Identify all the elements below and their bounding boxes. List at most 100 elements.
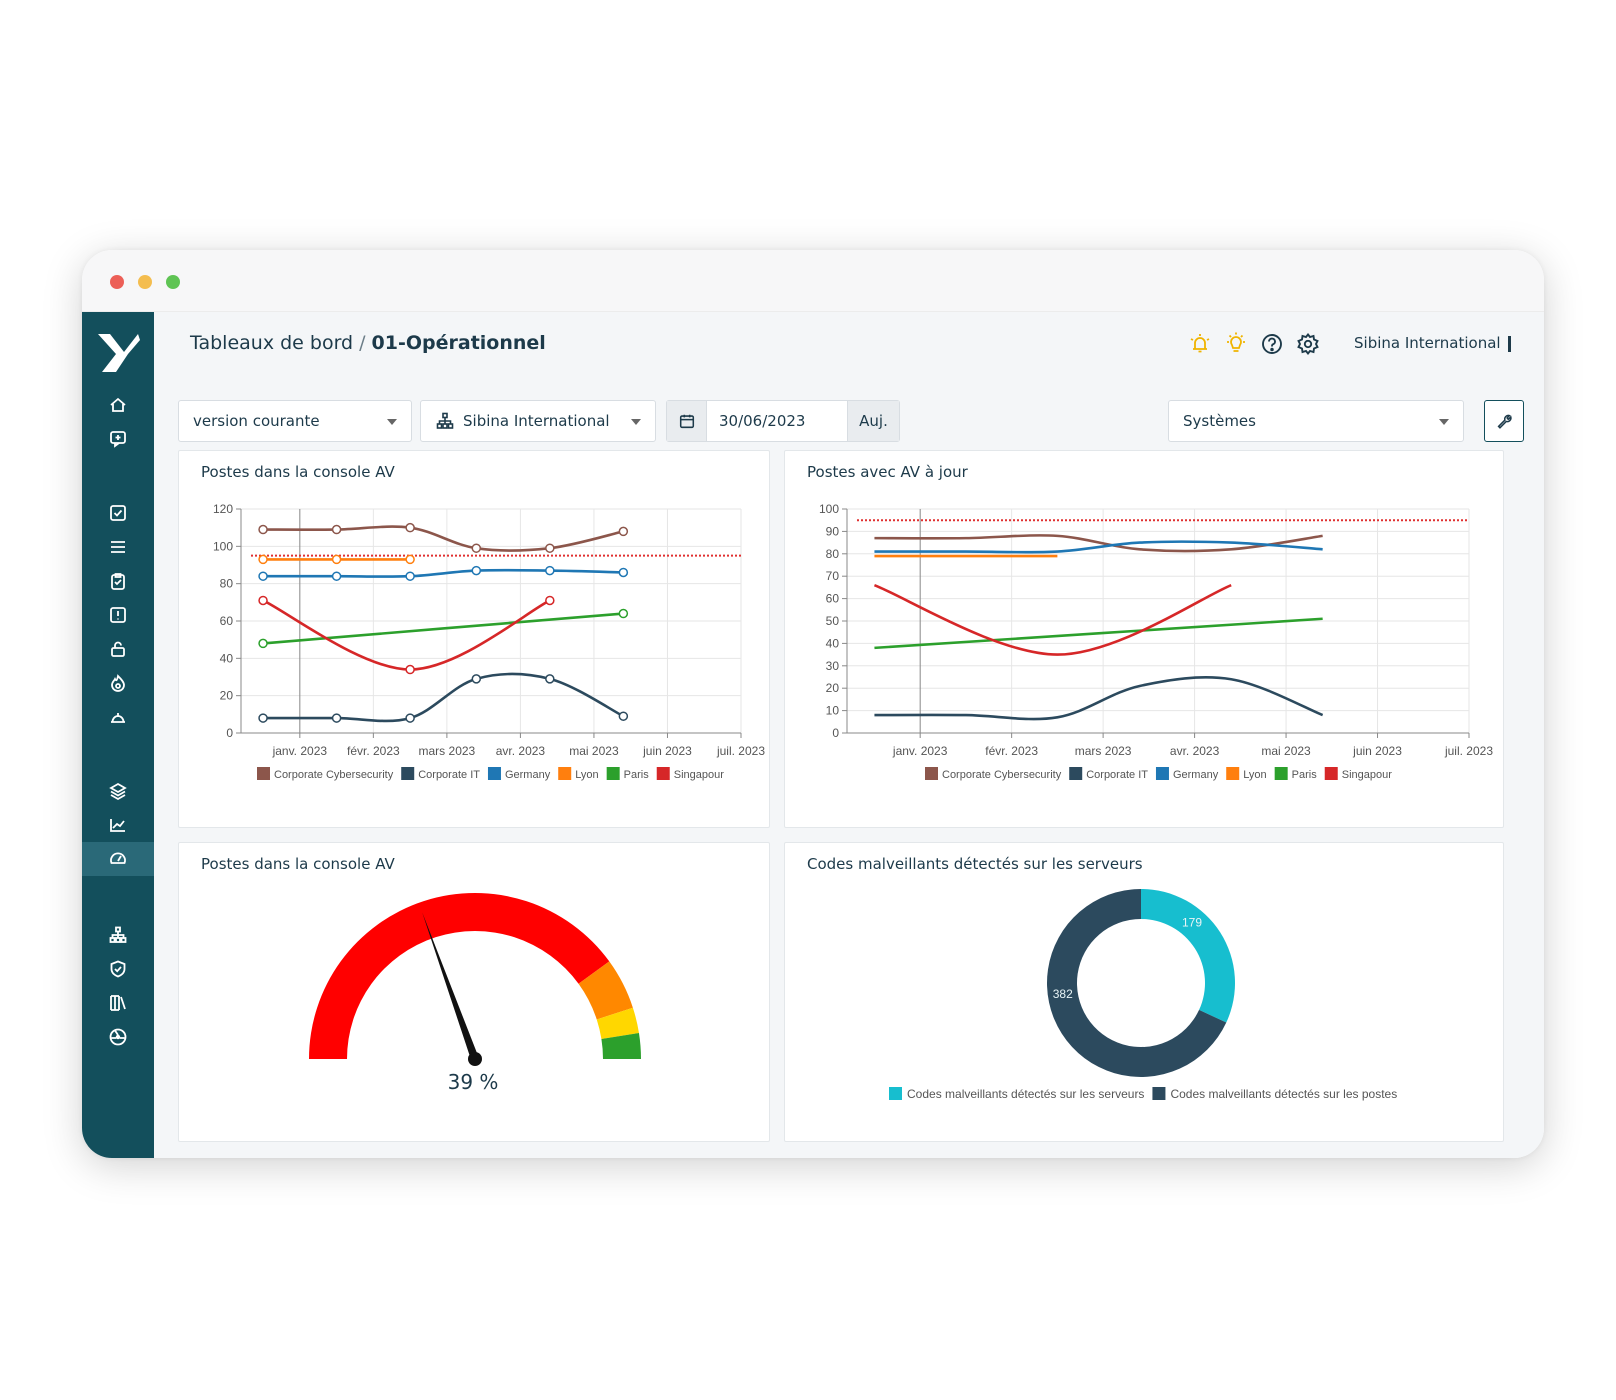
data-point[interactable]: [331, 571, 342, 581]
today-button[interactable]: Auj.: [847, 401, 899, 441]
data-point[interactable]: [405, 554, 415, 565]
clipboard-check-icon: [111, 573, 125, 590]
y-tick-label: 120: [213, 502, 233, 516]
data-point[interactable]: [331, 524, 342, 535]
data-point[interactable]: [258, 554, 268, 565]
legend-label[interactable]: Singapour: [1342, 769, 1392, 781]
data-point[interactable]: [618, 526, 629, 537]
sidebar-item-messages[interactable]: [82, 422, 154, 456]
series-line-corporate-it[interactable]: [263, 672, 624, 723]
data-point[interactable]: [258, 713, 268, 723]
x-tick-label: mars 2023: [1075, 744, 1132, 758]
settings-tool-button[interactable]: [1484, 400, 1524, 442]
legend-swatch: [558, 767, 572, 780]
sidebar-item-list[interactable]: [82, 530, 154, 564]
sidebar-item-security[interactable]: [82, 632, 154, 666]
sidebar-item-audit[interactable]: [82, 564, 154, 598]
data-point[interactable]: [331, 554, 342, 565]
legend-label[interactable]: Codes malveillants détectés sur les post…: [1170, 1087, 1397, 1101]
shield-check-icon: [110, 960, 126, 978]
version-select[interactable]: version courante: [178, 400, 412, 442]
legend-label[interactable]: Lyon: [575, 769, 598, 781]
series-line-corporate-it[interactable]: [874, 676, 1324, 721]
data-point[interactable]: [258, 571, 268, 581]
x-tick-label: mai 2023: [569, 744, 619, 758]
sidebar-item-compliance[interactable]: [82, 952, 154, 986]
sidebar-item-tasks[interactable]: [82, 496, 154, 530]
scope-select[interactable]: Systèmes: [1168, 400, 1464, 442]
legend-label[interactable]: Paris: [1292, 769, 1318, 781]
close-window-button[interactable]: [110, 275, 124, 289]
y-tick-label: 80: [220, 577, 234, 591]
minimize-window-button[interactable]: [138, 275, 152, 289]
sidebar-item-reports[interactable]: [82, 808, 154, 842]
maximize-window-button[interactable]: [166, 275, 180, 289]
data-point[interactable]: [405, 713, 415, 723]
data-point[interactable]: [618, 608, 629, 619]
data-point[interactable]: [258, 638, 268, 649]
legend-label[interactable]: Corporate Cybersecurity: [942, 769, 1062, 781]
data-point[interactable]: [545, 565, 555, 576]
x-tick-label: juin 2023: [642, 744, 692, 758]
calendar-button[interactable]: [667, 401, 707, 441]
data-point[interactable]: [618, 567, 629, 578]
organization-name[interactable]: Sibina International: [1354, 334, 1501, 352]
x-tick-label: juin 2023: [1352, 744, 1402, 758]
data-point[interactable]: [618, 711, 629, 721]
breadcrumb-root[interactable]: Tableaux de bord: [190, 332, 354, 354]
legend-label[interactable]: Germany: [1173, 769, 1219, 781]
y-tick-label: 80: [826, 547, 840, 561]
legend-swatch: [1226, 767, 1240, 780]
series-line-corporate-cybersecurity[interactable]: [874, 534, 1323, 553]
data-point[interactable]: [471, 565, 482, 576]
legend-label[interactable]: Germany: [505, 769, 551, 781]
data-point[interactable]: [405, 664, 415, 675]
alert-bell-icon[interactable]: [1186, 330, 1214, 358]
sidebar-item-layers[interactable]: [82, 774, 154, 808]
sidebar-item-organization[interactable]: [82, 918, 154, 952]
sidebar-item-safety[interactable]: [82, 700, 154, 734]
series-line-paris[interactable]: [874, 617, 1323, 650]
data-point[interactable]: [545, 543, 555, 553]
data-point[interactable]: [545, 595, 555, 606]
series-line-singapour[interactable]: [262, 599, 551, 671]
legend-label[interactable]: Corporate IT: [418, 769, 480, 781]
series-line-corporate-cybersecurity[interactable]: [263, 525, 624, 552]
series-line-germany[interactable]: [263, 568, 624, 578]
data-point[interactable]: [405, 571, 415, 581]
legend-label[interactable]: Singapour: [674, 769, 724, 781]
sidebar-item-risks[interactable]: [82, 666, 154, 700]
legend-label[interactable]: Corporate Cybersecurity: [274, 769, 394, 781]
sidebar-item-hazards[interactable]: [82, 1020, 154, 1054]
lightbulb-icon[interactable]: [1222, 330, 1250, 358]
entity-select[interactable]: Sibina International: [420, 400, 656, 442]
sidebar-item-incidents[interactable]: [82, 598, 154, 632]
app-logo[interactable]: [94, 330, 142, 376]
data-point[interactable]: [545, 674, 555, 684]
legend-label[interactable]: Paris: [624, 769, 650, 781]
donut-slice[interactable]: [1141, 889, 1235, 1023]
legend-swatch: [889, 1087, 902, 1100]
help-icon[interactable]: [1258, 330, 1286, 358]
data-point[interactable]: [258, 595, 268, 606]
date-picker[interactable]: 30/06/2023 Auj.: [666, 400, 900, 442]
data-point[interactable]: [331, 713, 342, 723]
legend-label[interactable]: Lyon: [1243, 769, 1266, 781]
gear-icon[interactable]: [1294, 330, 1322, 358]
sidebar-item-dashboards[interactable]: [82, 842, 154, 876]
data-point[interactable]: [471, 674, 482, 684]
donut-slice[interactable]: [1047, 889, 1227, 1077]
sidebar-item-home[interactable]: [82, 388, 154, 422]
chart-card-av-console: Postes dans la console AV 0 20 40 60 80 100 12…: [178, 450, 770, 828]
series-line-paris[interactable]: [262, 612, 624, 645]
data-point[interactable]: [405, 522, 415, 533]
sidebar-item-library[interactable]: [82, 986, 154, 1020]
series-line-singapour[interactable]: [873, 583, 1232, 656]
legend-label[interactable]: Corporate IT: [1086, 769, 1148, 781]
series-line-germany[interactable]: [874, 540, 1323, 554]
legend-label[interactable]: Codes malveillants détectés sur les serv…: [907, 1087, 1144, 1101]
data-point[interactable]: [258, 524, 268, 535]
data-point[interactable]: [471, 543, 482, 553]
entity-select-value: Sibina International: [463, 412, 610, 430]
date-input[interactable]: 30/06/2023: [719, 412, 806, 430]
